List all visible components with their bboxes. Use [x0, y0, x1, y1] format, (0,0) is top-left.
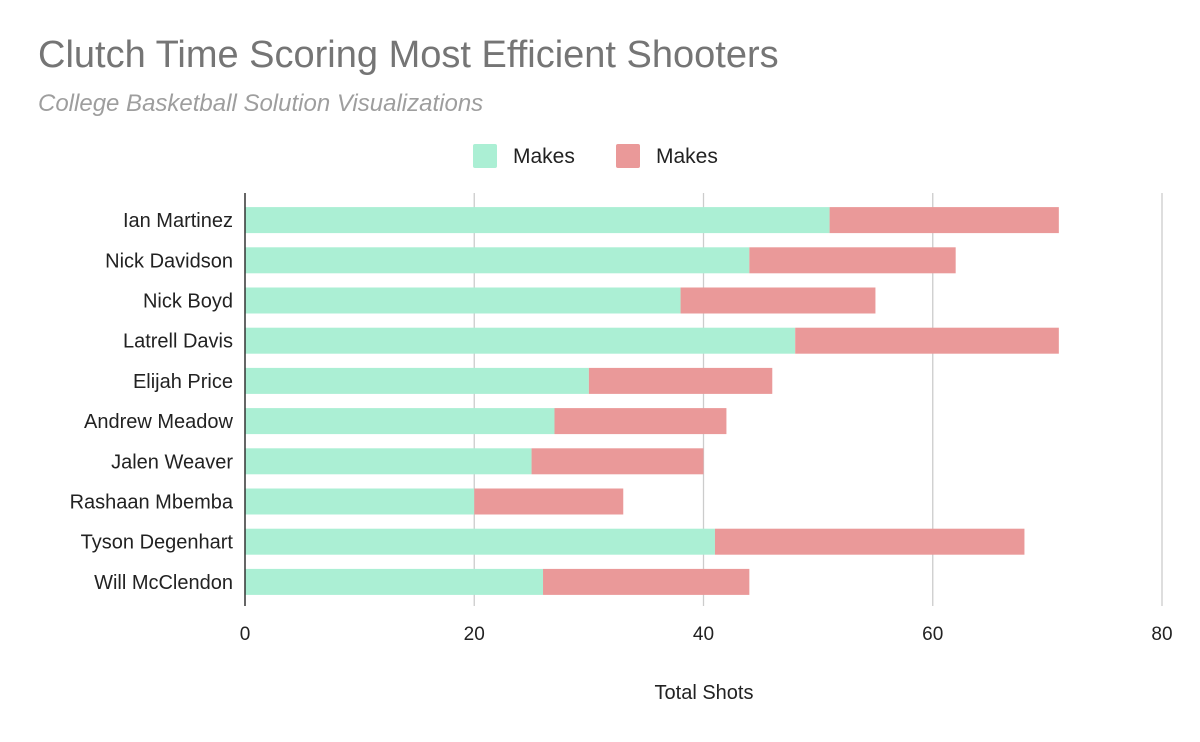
category-label: Elijah Price: [133, 371, 233, 393]
category-label: Rashaan Mbemba: [70, 492, 234, 514]
category-label: Will McClendon: [94, 572, 233, 594]
bar-makes: [245, 448, 532, 475]
legend-label: Makes: [656, 145, 718, 168]
category-label: Latrell Davis: [123, 331, 233, 353]
bar-misses: [543, 568, 750, 595]
bar-makes: [245, 247, 750, 274]
bar-makes: [245, 408, 555, 435]
bar-misses: [474, 488, 624, 515]
bar-misses: [554, 408, 727, 435]
axis-labels: 0 20 40 60 80 Ian Martinez Nick Davidson Nick B…: [70, 210, 1173, 704]
x-tick-label: 60: [922, 624, 943, 645]
bar-misses: [829, 207, 1059, 234]
category-label: Jalen Weaver: [111, 451, 233, 473]
category-label: Nick Davidson: [105, 250, 233, 272]
legend-swatch: [616, 144, 640, 168]
category-label: Tyson Degenhart: [81, 532, 234, 554]
bar-makes: [245, 207, 830, 234]
bar-makes: [245, 568, 544, 595]
bar-misses: [531, 448, 704, 475]
bars: [245, 207, 1059, 595]
bar-misses: [795, 327, 1059, 354]
x-tick-label: 40: [693, 624, 714, 645]
category-label: Andrew Meadow: [84, 411, 234, 433]
x-tick-label: 0: [240, 624, 251, 645]
bar-makes: [245, 287, 681, 314]
x-axis-title: Total Shots: [655, 682, 754, 704]
x-tick-label: 20: [464, 624, 485, 645]
bar-makes: [245, 367, 589, 394]
bar-misses: [680, 287, 876, 314]
x-tick-label: 80: [1151, 624, 1172, 645]
bar-makes: [245, 488, 475, 515]
legend-label: Makes: [513, 145, 575, 168]
bar-makes: [245, 327, 796, 354]
bar-misses: [714, 528, 1025, 555]
category-label: Nick Boyd: [143, 291, 233, 313]
category-label: Ian Martinez: [123, 210, 233, 232]
bar-misses: [749, 247, 956, 274]
bar-makes: [245, 528, 715, 555]
legend: Makes Makes: [473, 144, 718, 168]
legend-swatch: [473, 144, 497, 168]
chart-subtitle: College Basketball Solution Visualizatio…: [38, 90, 484, 117]
bar-misses: [588, 367, 773, 394]
chart-title: Clutch Time Scoring Most Efficient Shoot…: [38, 34, 779, 76]
